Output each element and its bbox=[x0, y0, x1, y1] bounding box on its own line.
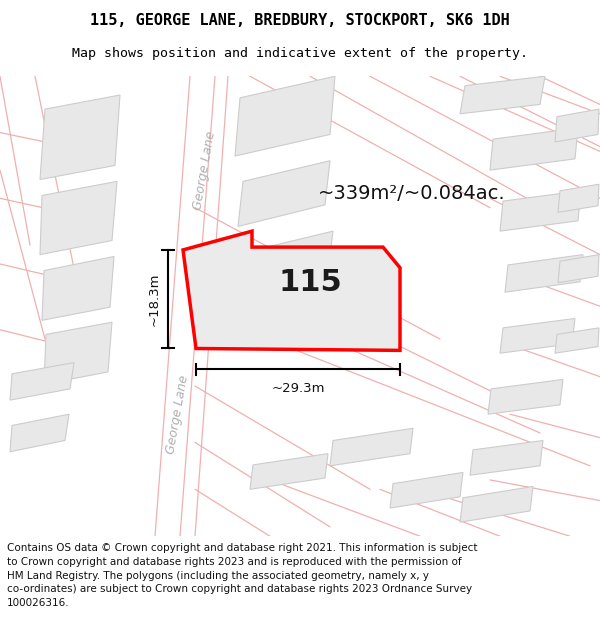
Polygon shape bbox=[44, 322, 112, 384]
Polygon shape bbox=[460, 76, 545, 114]
Text: 115, GEORGE LANE, BREDBURY, STOCKPORT, SK6 1DH: 115, GEORGE LANE, BREDBURY, STOCKPORT, S… bbox=[90, 13, 510, 28]
Polygon shape bbox=[500, 191, 581, 231]
Polygon shape bbox=[500, 319, 575, 353]
Polygon shape bbox=[505, 254, 583, 292]
Polygon shape bbox=[470, 441, 543, 475]
Polygon shape bbox=[490, 128, 578, 170]
Text: 115: 115 bbox=[278, 268, 342, 297]
Polygon shape bbox=[460, 486, 533, 522]
Text: George Lane: George Lane bbox=[164, 374, 191, 455]
Text: George Lane: George Lane bbox=[191, 129, 218, 211]
Polygon shape bbox=[390, 472, 463, 508]
Polygon shape bbox=[238, 161, 330, 226]
Polygon shape bbox=[330, 428, 413, 466]
Polygon shape bbox=[488, 379, 563, 414]
Text: Map shows position and indicative extent of the property.: Map shows position and indicative extent… bbox=[72, 47, 528, 60]
Polygon shape bbox=[42, 256, 114, 321]
Polygon shape bbox=[558, 184, 599, 213]
Polygon shape bbox=[183, 231, 400, 351]
Polygon shape bbox=[242, 231, 333, 292]
Polygon shape bbox=[555, 109, 599, 142]
Polygon shape bbox=[40, 181, 117, 254]
Text: ~18.3m: ~18.3m bbox=[148, 272, 161, 326]
Text: ~339m²/~0.084ac.: ~339m²/~0.084ac. bbox=[318, 184, 506, 203]
Polygon shape bbox=[558, 254, 599, 282]
Polygon shape bbox=[40, 95, 120, 179]
Polygon shape bbox=[10, 414, 69, 452]
Text: ~29.3m: ~29.3m bbox=[271, 382, 325, 395]
Polygon shape bbox=[250, 454, 328, 489]
Polygon shape bbox=[10, 362, 74, 400]
Polygon shape bbox=[555, 328, 599, 353]
Polygon shape bbox=[235, 76, 335, 156]
Text: Contains OS data © Crown copyright and database right 2021. This information is : Contains OS data © Crown copyright and d… bbox=[7, 543, 478, 608]
